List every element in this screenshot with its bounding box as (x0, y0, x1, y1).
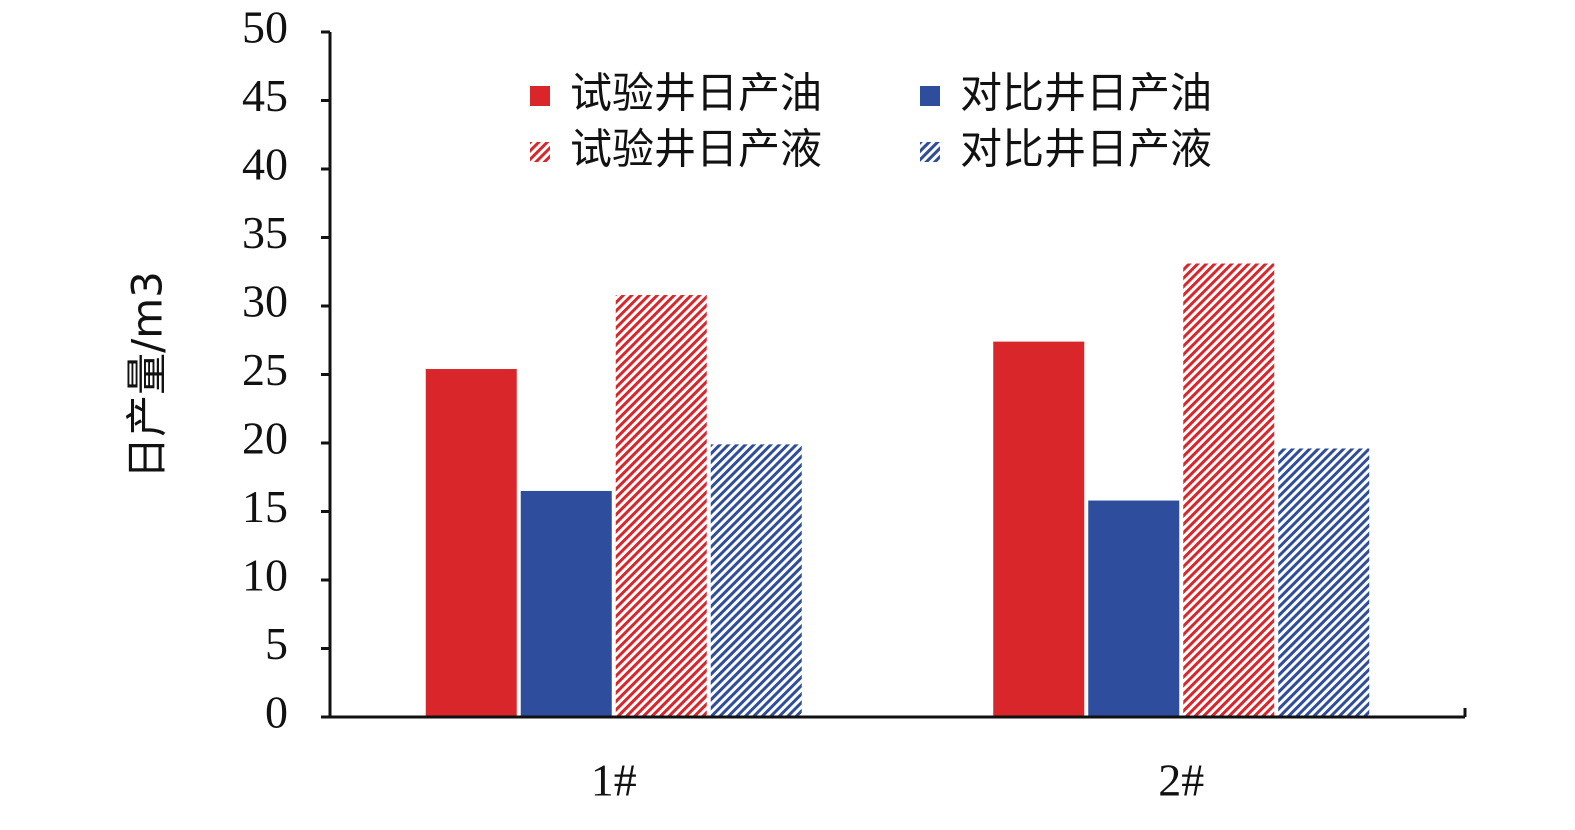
bar (425, 369, 517, 717)
legend-swatch (920, 86, 940, 106)
bar (615, 295, 707, 717)
legend-swatch (920, 142, 940, 162)
y-tick-label: 40 (242, 139, 288, 190)
bar (710, 444, 802, 717)
legend-label: 试验井日产油 (570, 69, 822, 118)
legend-label: 对比井日产液 (960, 125, 1212, 174)
y-tick-label: 10 (242, 550, 288, 601)
y-tick-label: 50 (242, 2, 288, 53)
bar (520, 490, 612, 717)
x-tick-label: 2# (1158, 755, 1204, 806)
x-tick-label: 1# (591, 755, 637, 806)
y-tick-label: 5 (265, 618, 288, 669)
legend-label: 对比井日产油 (960, 69, 1212, 118)
y-tick-label: 25 (242, 344, 288, 395)
y-tick-label: 0 (265, 687, 288, 738)
y-axis-label: 日产量/m3 (123, 271, 172, 479)
bar (1088, 500, 1180, 717)
legend-swatch (530, 86, 550, 106)
y-tick-label: 30 (242, 276, 288, 327)
y-tick-label: 35 (242, 207, 288, 258)
y-tick-label: 45 (242, 70, 288, 121)
legend-label: 试验井日产液 (570, 125, 822, 174)
bar (1278, 448, 1370, 717)
y-tick-label: 20 (242, 413, 288, 464)
legend-swatch (530, 142, 550, 162)
bar (1183, 263, 1275, 717)
y-tick-label: 15 (242, 481, 288, 532)
bar (993, 341, 1085, 717)
